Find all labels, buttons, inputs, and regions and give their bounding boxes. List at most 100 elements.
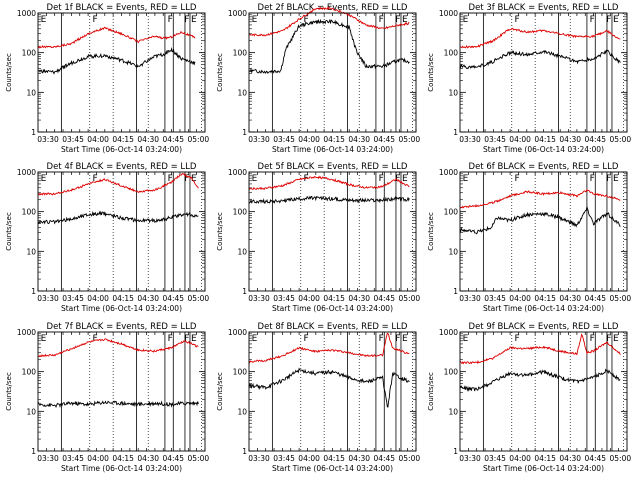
flag-label: F [184, 15, 189, 25]
x-axis-label: Start Time (06-Oct-14 03:24:00) [483, 464, 604, 473]
panel-title: Det 8f BLACK = Events, RED = LLD [258, 322, 408, 332]
y-axis-label: Counts/sec [216, 53, 224, 92]
y-axis-label: Counts/sec [216, 212, 224, 251]
x-tick-label: 03:30 [459, 135, 481, 144]
x-tick-label: 04:00 [509, 135, 531, 144]
events-series-line [459, 368, 621, 392]
x-tick-label: 05:00 [188, 454, 210, 463]
detector-panel-7: Det 7f BLACK = Events, RED = LLD Counts/s… [5, 322, 209, 473]
y-tick-label: 100 [233, 208, 248, 217]
flag-label: E [191, 174, 197, 184]
y-axis-label: Counts/sec [5, 212, 13, 251]
plot-frame [248, 12, 417, 133]
lld-series-line [37, 172, 199, 196]
y-tick-label: 1 [242, 447, 247, 456]
x-tick-label: 03:45 [62, 454, 84, 463]
x-tick-label: 04:45 [162, 454, 184, 463]
flag-label: F [303, 15, 308, 25]
y-tick-label: 10 [237, 247, 247, 256]
x-tick-label: 04:45 [373, 135, 395, 144]
events-series-line [37, 400, 199, 409]
flag-label: E [252, 334, 258, 344]
flag-label: F [606, 15, 611, 25]
flag-label: E [191, 15, 197, 25]
x-tick-label: 03:45 [273, 294, 295, 303]
x-tick-label: 05:00 [610, 454, 632, 463]
x-tick-label: 03:30 [459, 454, 481, 463]
flag-label: F [395, 174, 400, 184]
y-tick-label: 10 [448, 88, 458, 97]
detector-panel-4: Det 4f BLACK = Events, RED = LLD Counts/s… [5, 162, 209, 313]
flag-label: E [613, 174, 619, 184]
y-tick-label: 1000 [17, 9, 36, 18]
flag-label: F [184, 334, 189, 344]
x-tick-label: 04:00 [87, 135, 109, 144]
x-axis-label: Start Time (06-Oct-14 03:24:00) [272, 304, 393, 313]
x-tick-label: 03:30 [37, 135, 59, 144]
x-tick-label: 03:45 [273, 135, 295, 144]
y-tick-label: 10 [26, 407, 36, 416]
x-tick-label: 05:00 [188, 294, 210, 303]
detector-panel-5: Det 5f BLACK = Events, RED = LLD Counts/s… [216, 162, 420, 313]
y-tick-label: 10 [26, 88, 36, 97]
lld-series-line [248, 332, 410, 364]
flag-label: E [41, 334, 47, 344]
y-tick-label: 100 [444, 49, 459, 58]
x-tick-label: 04:15 [323, 454, 345, 463]
x-tick-label: 05:00 [610, 135, 632, 144]
x-tick-label: 04:15 [112, 135, 134, 144]
flag-label: F [514, 15, 519, 25]
lld-series-line [37, 26, 196, 49]
x-tick-label: 03:45 [484, 454, 506, 463]
y-tick-label: 100 [233, 49, 248, 58]
x-tick-label: 04:00 [298, 454, 320, 463]
y-tick-label: 1000 [439, 168, 458, 177]
detector-panel-1: Det 1f BLACK = Events, RED = LLD Counts/s… [5, 3, 209, 154]
flag-label: E [463, 174, 469, 184]
x-tick-label: 04:15 [534, 454, 556, 463]
flag-label: F [168, 174, 173, 184]
flag-label: F [606, 174, 611, 184]
y-tick-label: 1 [31, 128, 36, 137]
flag-label: E [402, 174, 408, 184]
flag-label: E [41, 174, 47, 184]
y-tick-label: 1000 [228, 168, 247, 177]
flag-label: F [590, 15, 595, 25]
plot-frame [459, 12, 628, 133]
flag-label: F [92, 174, 97, 184]
flag-label: E [463, 15, 469, 25]
events-series-line [248, 18, 410, 74]
flag-label: F [303, 174, 308, 184]
y-axis-label: Counts/sec [427, 212, 435, 251]
panel-title: Det 9f BLACK = Events, RED = LLD [469, 322, 619, 332]
x-tick-label: 04:00 [87, 294, 109, 303]
x-tick-label: 05:00 [399, 294, 421, 303]
detector-panel-3: Det 3f BLACK = Events, RED = LLD Counts/s… [427, 3, 631, 154]
x-axis-label: Start Time (06-Oct-14 03:24:00) [61, 304, 182, 313]
y-tick-label: 10 [448, 407, 458, 416]
detector-panel-6: Det 6f BLACK = Events, RED = LLD Counts/s… [427, 162, 631, 313]
flag-label: F [168, 334, 173, 344]
plot-frame [37, 171, 206, 292]
x-tick-label: 05:00 [610, 294, 632, 303]
x-tick-label: 05:00 [399, 135, 421, 144]
x-tick-label: 04:15 [323, 294, 345, 303]
flag-label: F [590, 334, 595, 344]
x-tick-label: 04:45 [584, 294, 606, 303]
panel-title: Det 4f BLACK = Events, RED = LLD [47, 162, 197, 172]
events-series-line [37, 47, 196, 75]
y-axis-label: Counts/sec [216, 372, 224, 411]
lld-series-line [459, 333, 621, 365]
y-tick-label: 10 [237, 88, 247, 97]
x-tick-label: 04:30 [137, 454, 159, 463]
y-tick-label: 100 [22, 208, 37, 217]
panel-title: Det 5f BLACK = Events, RED = LLD [258, 162, 408, 172]
flag-label: E [613, 15, 619, 25]
x-tick-label: 03:30 [37, 454, 59, 463]
plot-frame [248, 171, 417, 292]
flag-label: F [379, 334, 384, 344]
flag-label: F [92, 15, 97, 25]
x-tick-label: 04:15 [534, 135, 556, 144]
x-tick-label: 03:45 [62, 135, 84, 144]
flag-label: F [92, 334, 97, 344]
